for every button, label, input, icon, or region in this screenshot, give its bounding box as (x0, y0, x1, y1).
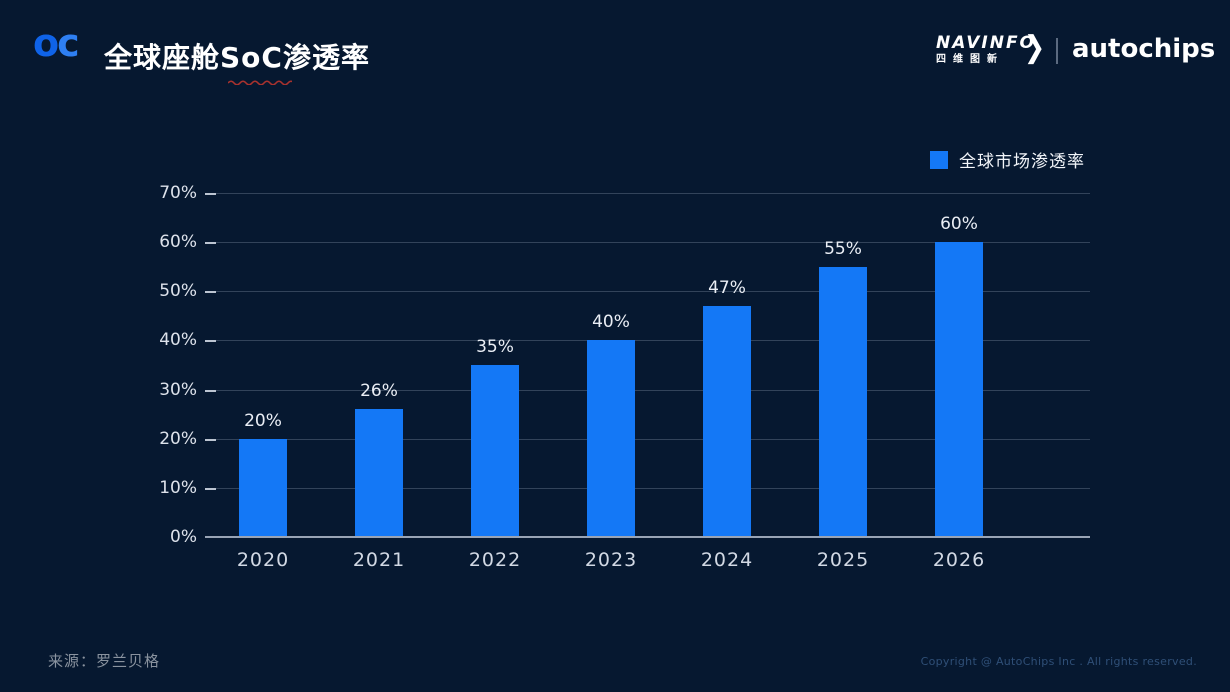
y-axis-tick (205, 487, 216, 490)
x-tick-label: 2020 (236, 549, 290, 571)
y-tick-label: 20% (159, 428, 197, 449)
bar-2020 (239, 438, 287, 537)
chevron-right-icon: ❯ (1023, 30, 1046, 65)
title-suffix: 渗透率 (282, 41, 370, 74)
x-tick-label: 2025 (816, 549, 870, 571)
gridline (205, 438, 1090, 440)
spellcheck-squiggle-underline (227, 70, 295, 86)
gridline (205, 340, 1090, 342)
bar-value-label: 40% (592, 312, 630, 333)
brand-divider (1056, 38, 1058, 64)
legend-label: 全球市场渗透率 (959, 152, 1085, 172)
x-tick-label: 2022 (468, 549, 522, 571)
x-tick-label: 2026 (932, 549, 986, 571)
bar-value-label: 20% (244, 410, 282, 431)
navinfo-wordmark: NAVINFO (936, 33, 1037, 53)
bar-2023 (587, 340, 635, 537)
bar-2021 (355, 409, 403, 537)
title-soc: SoC (220, 41, 283, 74)
title-prefix: 全球座舱 (104, 41, 221, 74)
x-axis-line (205, 536, 1090, 538)
y-axis-tick (205, 193, 216, 195)
bar-2025 (819, 266, 867, 537)
y-axis-tick (205, 438, 216, 441)
y-tick-label: 70% (159, 183, 197, 203)
navinfo-chinese-name: 四维图新 (936, 54, 1004, 65)
x-tick-label: 2021 (352, 549, 406, 571)
bar-value-label: 60% (940, 214, 978, 235)
navinfo-logo: NAVINFO 四维图新 (936, 35, 1036, 65)
y-tick-label: 60% (159, 232, 197, 253)
y-tick-label: 30% (159, 379, 197, 400)
gridline (205, 193, 1090, 194)
bar-value-label: 26% (360, 381, 398, 402)
logo-letter-c: c (57, 21, 79, 65)
page-title: 全球座舱SoC渗透率 (104, 36, 370, 76)
source-note: 来源：罗兰贝格 (48, 652, 161, 670)
gridline (205, 242, 1090, 244)
logo-letter-o: o (33, 21, 59, 65)
autochips-oc-logo: oc (33, 21, 80, 65)
gridline (205, 487, 1090, 489)
autochips-wordmark: autochips (1072, 34, 1216, 64)
copyright-note: Copyright @ AutoChips Inc . All rights r… (920, 655, 1197, 668)
x-tick-label: 2024 (700, 549, 754, 571)
bar-value-label: 35% (476, 337, 514, 357)
y-axis-tick (205, 340, 216, 343)
bar-value-label: 47% (708, 278, 746, 299)
x-tick-label: 2023 (584, 549, 638, 571)
bar-2024 (703, 306, 751, 537)
bar-2022 (471, 365, 519, 537)
y-axis-tick (205, 242, 216, 245)
gridline (205, 291, 1090, 293)
gridline (205, 389, 1090, 391)
y-axis-tick (205, 389, 216, 392)
chart-legend: 全球市场渗透率 (930, 147, 1085, 172)
bar-value-label: 55% (824, 238, 862, 259)
y-tick-label: 10% (159, 477, 197, 498)
legend-swatch-icon (930, 150, 948, 169)
y-tick-label: 40% (159, 330, 197, 351)
y-axis-tick (205, 291, 216, 294)
y-tick-label: 0% (170, 527, 197, 547)
bar-2026 (935, 242, 983, 537)
plot-area: 0% 10% 20% 30% 40% 50% 60% 70% 20% 2020 26% 2021 35%… (159, 183, 1090, 571)
y-tick-label: 50% (159, 281, 197, 302)
